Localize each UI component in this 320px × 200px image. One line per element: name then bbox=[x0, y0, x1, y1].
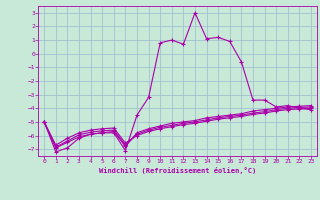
X-axis label: Windchill (Refroidissement éolien,°C): Windchill (Refroidissement éolien,°C) bbox=[99, 167, 256, 174]
